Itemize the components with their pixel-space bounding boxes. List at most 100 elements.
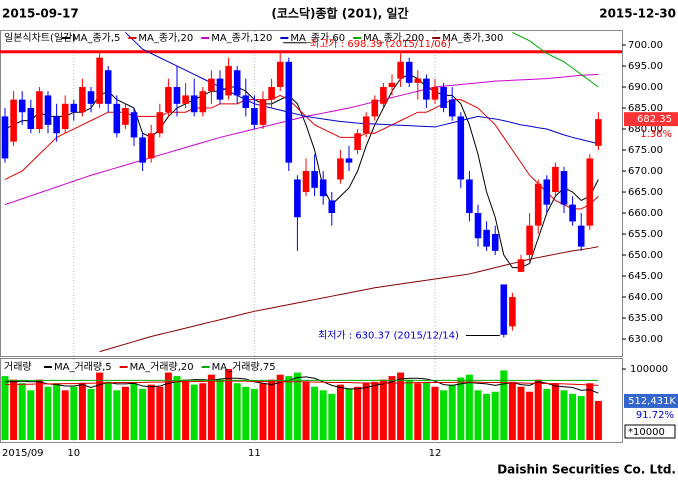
volume-bar (242, 386, 250, 440)
ma-line (99, 246, 599, 353)
y-tick-label: 660.00 (628, 208, 663, 219)
candle-body (362, 116, 370, 134)
legend-label: MA_종가,20 (138, 32, 193, 44)
candle-body (208, 78, 215, 92)
y-tick-label: 680.00 (628, 124, 663, 135)
legend-label: MA_종가,120 (211, 32, 272, 44)
candle-body (457, 116, 465, 180)
candle-body (79, 87, 86, 113)
candle-body (44, 95, 52, 125)
candle-body (61, 103, 69, 130)
y-tick-label: 675.00 (628, 145, 663, 156)
volume-bar (268, 379, 276, 440)
volume-bar (78, 383, 86, 440)
end-date: 2015-12-30 (599, 7, 676, 21)
volume-bar (431, 386, 439, 440)
candle-body (251, 108, 258, 125)
volume-bar (405, 379, 413, 440)
volume-bar (474, 390, 482, 440)
candle-body (147, 133, 155, 159)
price-tag (624, 112, 678, 127)
candle-body (552, 166, 559, 193)
volume-bar (164, 372, 172, 440)
chart-label: 일본식차트(일간) (4, 32, 76, 44)
candle-body (474, 213, 482, 239)
volume-bar (225, 369, 233, 440)
volume-bar (414, 383, 422, 440)
legend-label: MA_종가,200 (363, 32, 424, 44)
candle-body (139, 137, 146, 163)
legend-label: MA_종가,5 (72, 32, 120, 44)
candle-body (534, 183, 542, 226)
volume-bar (465, 374, 473, 440)
candle-body (595, 119, 602, 146)
volume-bar (371, 381, 379, 440)
footer: Daishin Securities Co. Ltd. (497, 463, 676, 477)
y-tick-label: 655.00 (628, 229, 663, 240)
y-tick-label: 630.00 (628, 334, 663, 345)
volume-bar (70, 386, 78, 440)
volume-ma-line (5, 380, 599, 386)
candle-body (122, 108, 129, 125)
candle-body (414, 78, 422, 83)
volume-bar (354, 386, 362, 440)
candle-body (569, 204, 576, 222)
legend-label: MA_거래량,5 (54, 361, 112, 373)
volume-bar (293, 372, 301, 440)
volume-bar (483, 393, 491, 440)
volume-bar (336, 384, 344, 440)
volume-bar (190, 384, 198, 440)
candle-body (405, 61, 413, 83)
x-tick-label: 11 (248, 448, 261, 459)
volume-bar (35, 379, 43, 440)
candle-body (10, 99, 17, 142)
volume-bar (121, 386, 129, 440)
volume-unit: *10000 (628, 427, 665, 438)
y-tick-label: 665.00 (628, 187, 663, 198)
start-date: 2015-09-17 (2, 7, 79, 21)
candle-body (294, 179, 301, 218)
volume-bar (302, 381, 310, 440)
candle-body (388, 82, 396, 88)
volume-bar (18, 383, 26, 440)
y-tick-label: 690.00 (628, 82, 663, 93)
candle-body (483, 229, 490, 247)
candle-body (328, 200, 336, 214)
candle-body (242, 95, 250, 109)
ma-line (4, 73, 599, 269)
volume-bar (311, 386, 319, 440)
y-tick-label: 700.00 (628, 40, 663, 51)
candle-body (130, 112, 138, 138)
volume-bar (448, 384, 456, 440)
volume-bar (526, 391, 534, 440)
candle-body (526, 225, 533, 256)
volume-last: 512,431K (628, 396, 676, 407)
candle-body (199, 91, 207, 113)
candle-body (509, 297, 516, 327)
ma-line (4, 73, 599, 206)
candle-body (440, 87, 447, 109)
volume-bar (233, 383, 241, 440)
candle-body (380, 87, 387, 104)
candle-body (448, 99, 456, 117)
candle-body (53, 116, 60, 134)
volume-bar (594, 400, 602, 440)
volume-bar (422, 381, 430, 440)
volume-bar (147, 384, 155, 440)
candle-body (259, 99, 267, 125)
volume-bar (569, 393, 577, 440)
volume-ratio: 91.72% (636, 410, 674, 421)
candle-body (517, 259, 525, 272)
candle-body (500, 284, 508, 335)
volume-bar (182, 379, 190, 440)
candle-body (216, 78, 224, 100)
volume-bar (379, 379, 387, 440)
volume-bar (10, 379, 18, 440)
candle-body (225, 66, 232, 96)
high-annotation: 최고가 : 698.39 (2015/11/06) (310, 38, 451, 50)
x-tick-label: 12 (429, 448, 442, 459)
candle-body (491, 234, 499, 251)
volume-bar (139, 388, 147, 440)
volume-bar (345, 388, 353, 440)
volume-bar (1, 376, 9, 440)
